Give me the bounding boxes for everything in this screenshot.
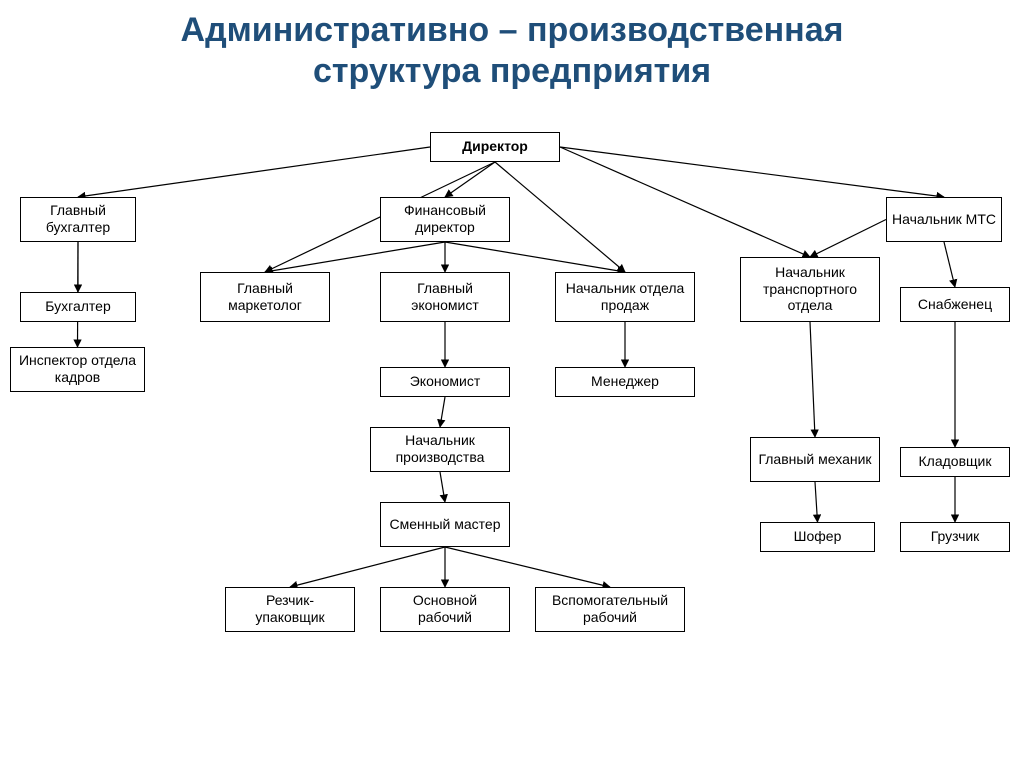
title-line-1: Административно – производственная bbox=[181, 11, 844, 49]
node-inspektor: Инспектор отдела кадров bbox=[10, 347, 145, 392]
node-osn_rabochiy: Основной рабочий bbox=[380, 587, 510, 632]
node-glav_mehanik: Главный механик bbox=[750, 437, 880, 482]
edge-director-fin_dir bbox=[445, 162, 495, 197]
edge-nach_trans-glav_mehanik bbox=[810, 322, 815, 437]
edge-ekonomist-nach_proizv bbox=[440, 397, 445, 427]
edge-smenny_master-vspom_rabochiy bbox=[445, 547, 610, 587]
node-vspom_rabochiy: Вспомогательный рабочий bbox=[535, 587, 685, 632]
node-shofer: Шофер bbox=[760, 522, 875, 552]
node-ekonomist: Экономист bbox=[380, 367, 510, 397]
node-gruzchik: Грузчик bbox=[900, 522, 1010, 552]
node-fin_dir: Финансовый директор bbox=[380, 197, 510, 242]
edge-fin_dir-nach_prodazh bbox=[445, 242, 625, 272]
edge-nach_proizv-smenny_master bbox=[440, 472, 445, 502]
node-snabzhenets: Снабженец bbox=[900, 287, 1010, 322]
node-glav_ekon: Главный экономист bbox=[380, 272, 510, 322]
edge-smenny_master-rezchik bbox=[290, 547, 445, 587]
edge-director-nach_prodazh bbox=[495, 162, 625, 272]
node-smenny_master: Сменный мастер bbox=[380, 502, 510, 547]
node-rezchik: Резчик- упаковщик bbox=[225, 587, 355, 632]
node-glav_buh: Главный бухгалтер bbox=[20, 197, 136, 242]
node-nach_mtc: Начальник МТС bbox=[886, 197, 1002, 242]
edge-nach_mtc-snabzhenets bbox=[944, 242, 955, 287]
edge-director-nach_trans bbox=[560, 147, 810, 257]
org-chart-stage: Директор Главный бухгалтер Финансовый дире… bbox=[0, 102, 1024, 722]
node-menedzher: Менеджер bbox=[555, 367, 695, 397]
node-director: Директор bbox=[430, 132, 560, 162]
node-marketolog: Главный маркетолог bbox=[200, 272, 330, 322]
edge-glav_mehanik-shofer bbox=[815, 482, 818, 522]
node-kladovschik: Кладовщик bbox=[900, 447, 1010, 477]
edge-director-nach_mtc bbox=[560, 147, 944, 197]
edge-fin_dir-marketolog bbox=[265, 242, 445, 272]
title-line-2: структура предприятия bbox=[313, 52, 711, 90]
edges-layer bbox=[0, 102, 1024, 722]
edge-director-glav_buh bbox=[78, 147, 430, 197]
node-nach_trans: Начальник транспортного отдела bbox=[740, 257, 880, 322]
node-nach_proizv: Начальник производства bbox=[370, 427, 510, 472]
edge-nach_mtc-nach_trans bbox=[810, 219, 886, 257]
page-title: Административно – производственная струк… bbox=[0, 0, 1024, 92]
node-buh: Бухгалтер bbox=[20, 292, 136, 322]
node-nach_prodazh: Начальник отдела продаж bbox=[555, 272, 695, 322]
